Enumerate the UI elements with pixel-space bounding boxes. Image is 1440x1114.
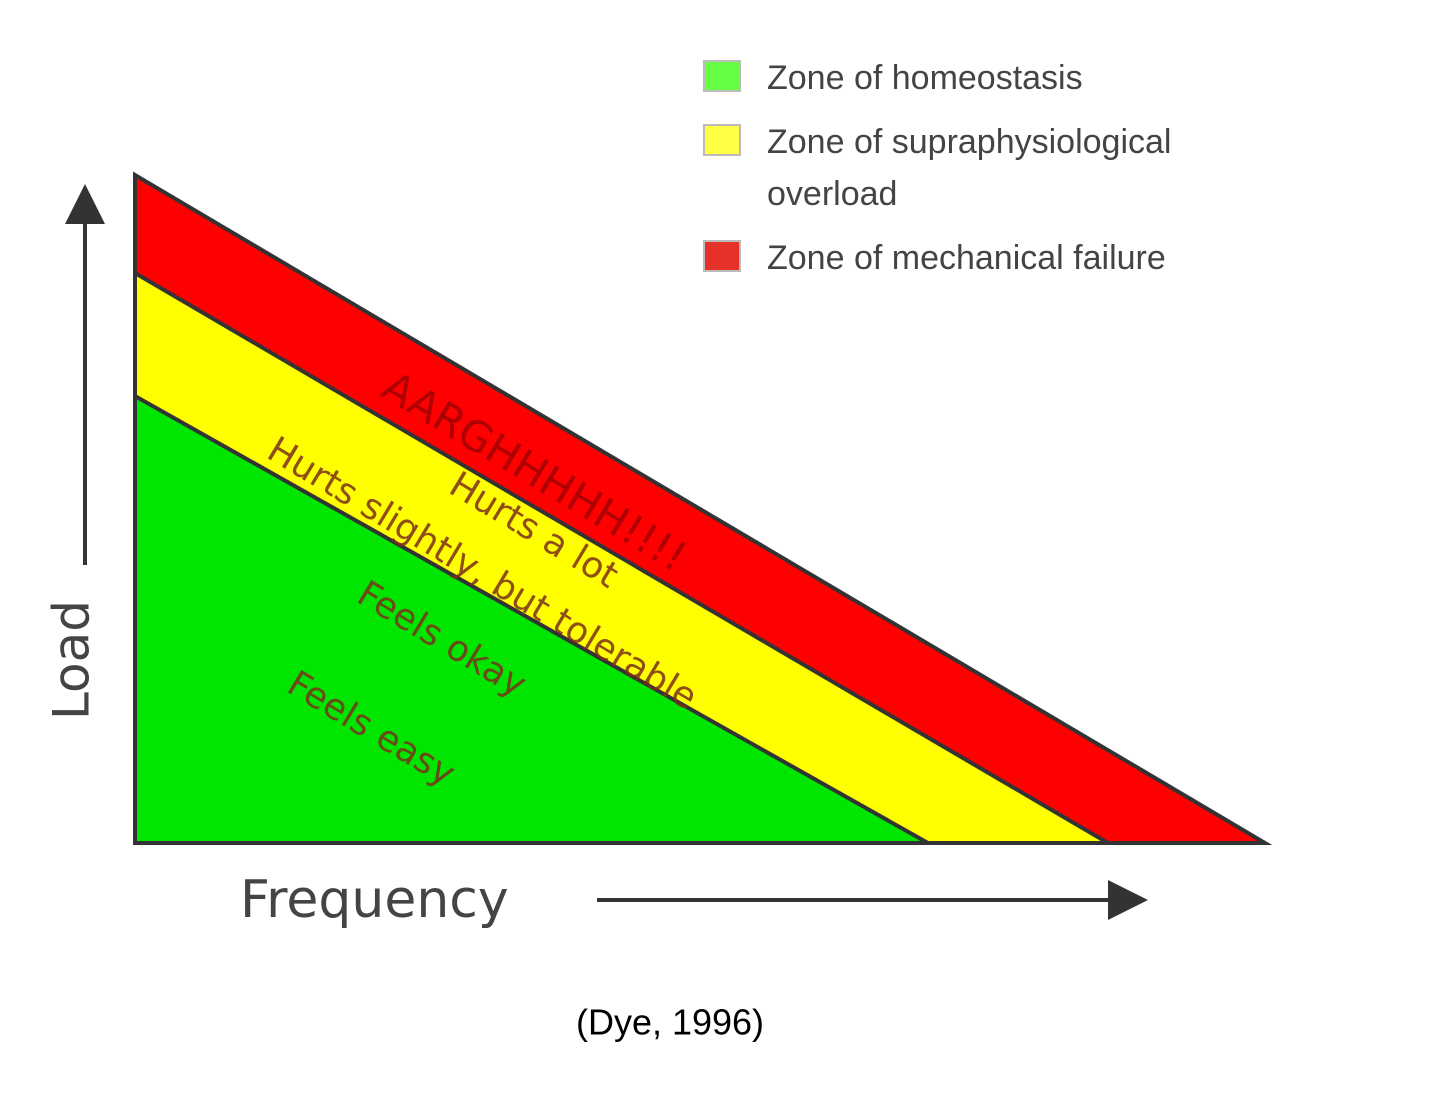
legend-label: Zone of mechanical failure — [767, 239, 1166, 277]
citation: (Dye, 1996) — [576, 1002, 764, 1043]
legend-swatch — [703, 60, 741, 92]
legend: Zone of homeostasis Zone of supraphysiol… — [703, 52, 1323, 296]
legend-item: Zone of mechanical failure — [703, 232, 1323, 284]
y-axis-label: Load — [43, 600, 101, 720]
x-axis-label: Frequency — [240, 870, 509, 930]
legend-item: Zone of supraphysiological overload — [703, 116, 1323, 220]
legend-label: Zone of supraphysiological overload — [767, 123, 1172, 213]
legend-item: Zone of homeostasis — [703, 52, 1323, 104]
legend-swatch — [703, 240, 741, 272]
legend-swatch — [703, 124, 741, 156]
legend-label: Zone of homeostasis — [767, 59, 1083, 97]
